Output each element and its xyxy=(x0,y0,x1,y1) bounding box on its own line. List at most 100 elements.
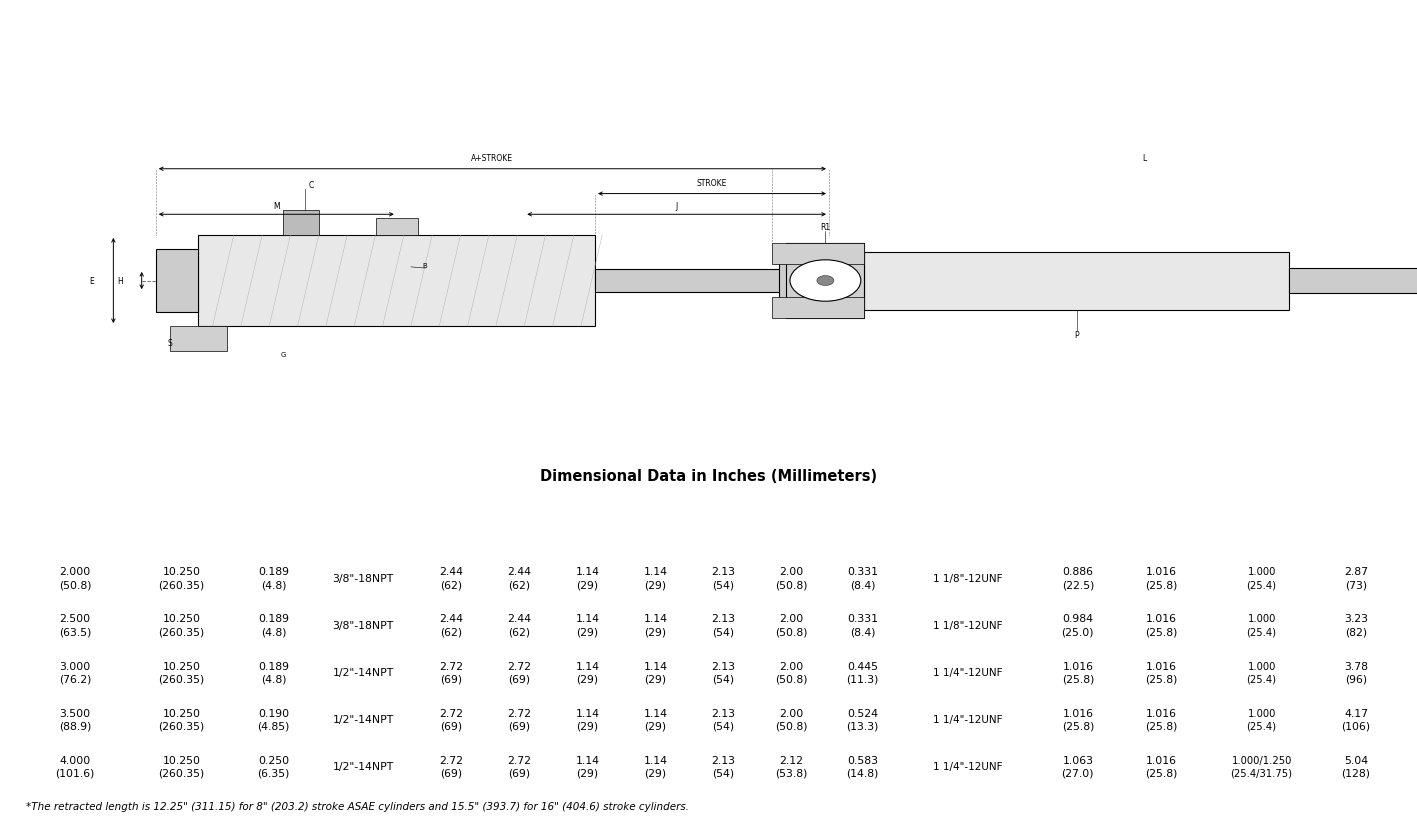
Text: R2: R2 xyxy=(1152,530,1169,543)
Text: 1.14
(29): 1.14 (29) xyxy=(643,755,667,777)
Text: 2.44
(62): 2.44 (62) xyxy=(507,614,531,637)
Circle shape xyxy=(791,261,862,302)
Text: 1 1/4"-12UNF: 1 1/4"-12UNF xyxy=(932,761,1003,772)
Text: 1.14
(29): 1.14 (29) xyxy=(575,614,599,637)
Text: 2.44
(62): 2.44 (62) xyxy=(439,614,463,637)
Bar xyxy=(283,211,319,236)
Text: 1 1/4"-12UNF: 1 1/4"-12UNF xyxy=(932,715,1003,724)
Text: 1.14
(29): 1.14 (29) xyxy=(575,566,599,590)
Text: 0.189
(4.8): 0.189 (4.8) xyxy=(258,661,289,683)
Text: 1.14
(29): 1.14 (29) xyxy=(643,566,667,590)
Text: 2.00
(50.8): 2.00 (50.8) xyxy=(775,614,808,637)
Text: 0.445
(11.3): 0.445 (11.3) xyxy=(846,661,879,683)
Text: 1.000
(25.4): 1.000 (25.4) xyxy=(1247,614,1277,637)
Text: 10.250
(260.35): 10.250 (260.35) xyxy=(159,566,204,590)
Text: 1 1/8"-12UNF: 1 1/8"-12UNF xyxy=(932,573,1003,583)
Text: 10.250
(260.35): 10.250 (260.35) xyxy=(159,661,204,683)
Text: 2.13
(54): 2.13 (54) xyxy=(711,661,735,683)
Circle shape xyxy=(818,276,833,286)
Text: 0.984
(25.0): 0.984 (25.0) xyxy=(1061,614,1094,637)
Text: 1/2"-14NPT: 1/2"-14NPT xyxy=(333,761,394,772)
Text: 1.14
(29): 1.14 (29) xyxy=(575,708,599,730)
Text: 0.524
(13.3): 0.524 (13.3) xyxy=(846,708,879,730)
Text: S: S xyxy=(167,339,173,348)
Text: 0.189
(4.8): 0.189 (4.8) xyxy=(258,614,289,637)
Text: 2.44
(62): 2.44 (62) xyxy=(439,566,463,590)
Text: 2.72
(69): 2.72 (69) xyxy=(439,708,463,730)
Text: 1.000
(25.4): 1.000 (25.4) xyxy=(1247,708,1277,730)
Text: 10.250
(260.35): 10.250 (260.35) xyxy=(159,755,204,777)
Text: *The retracted length is 12.25" (311.15) for 8" (203.2) stroke ASAE cylinders an: *The retracted length is 12.25" (311.15)… xyxy=(26,801,689,810)
Text: 2.13
(54): 2.13 (54) xyxy=(711,755,735,777)
Bar xyxy=(1289,269,1417,294)
Text: 2.00
(50.8): 2.00 (50.8) xyxy=(775,708,808,730)
Text: 1.063
(27.0): 1.063 (27.0) xyxy=(1061,755,1094,777)
Text: 2.72
(69): 2.72 (69) xyxy=(507,755,531,777)
Bar xyxy=(772,244,864,265)
Text: 0.190
(4.85): 0.190 (4.85) xyxy=(258,708,289,730)
Text: 2.72
(69): 2.72 (69) xyxy=(439,661,463,683)
Text: 1.14
(29): 1.14 (29) xyxy=(575,661,599,683)
Bar xyxy=(595,270,794,293)
Text: G: G xyxy=(514,530,524,543)
Text: 2.00
(50.8): 2.00 (50.8) xyxy=(775,661,808,683)
Text: J: J xyxy=(676,202,677,211)
Text: 0.250
(6.35): 0.250 (6.35) xyxy=(258,755,289,777)
Text: 0.189
(4.8): 0.189 (4.8) xyxy=(258,566,289,590)
Text: V: V xyxy=(1352,530,1360,543)
Text: J: J xyxy=(721,530,726,543)
Text: BORE: BORE xyxy=(57,513,94,526)
Text: 3.000
(76.2): 3.000 (76.2) xyxy=(60,661,91,683)
Text: H: H xyxy=(118,277,123,285)
Bar xyxy=(779,256,829,306)
Text: 0.331
(8.4): 0.331 (8.4) xyxy=(847,566,879,590)
Text: 0.331
(8.4): 0.331 (8.4) xyxy=(847,614,879,637)
Text: G: G xyxy=(281,351,286,357)
Text: P: P xyxy=(1074,331,1080,340)
Text: 1/2"-14NPT: 1/2"-14NPT xyxy=(333,715,394,724)
Text: 2.72
(69): 2.72 (69) xyxy=(507,708,531,730)
Text: 4.17
(106): 4.17 (106) xyxy=(1342,708,1370,730)
Text: 2.72
(69): 2.72 (69) xyxy=(507,661,531,683)
Text: 2.72
(69): 2.72 (69) xyxy=(439,755,463,777)
Text: 3.500
(88.9): 3.500 (88.9) xyxy=(60,708,91,730)
Text: 1.000
(25.4): 1.000 (25.4) xyxy=(1247,661,1277,683)
Text: E: E xyxy=(448,530,455,543)
Text: 2.12
(53.8): 2.12 (53.8) xyxy=(775,755,808,777)
Text: S: S xyxy=(1257,530,1265,543)
Text: Q: Q xyxy=(962,530,973,543)
Bar xyxy=(376,219,418,236)
Text: L: L xyxy=(1142,154,1146,163)
Text: M: M xyxy=(273,202,279,211)
Bar xyxy=(198,236,595,327)
Text: 1 1/4"-12UNF: 1 1/4"-12UNF xyxy=(932,667,1003,677)
Text: 10.250
(260.35): 10.250 (260.35) xyxy=(159,708,204,730)
Text: 1.000
(25.4): 1.000 (25.4) xyxy=(1247,566,1277,590)
Bar xyxy=(786,244,864,318)
Text: 3.78
(96): 3.78 (96) xyxy=(1345,661,1367,683)
Bar xyxy=(156,250,198,313)
Text: 0.886
(22.5): 0.886 (22.5) xyxy=(1061,566,1094,590)
Text: 2.00
(50.8): 2.00 (50.8) xyxy=(775,566,808,590)
Text: DIMENSIONS: DIMENSIONS xyxy=(716,495,801,508)
Text: 1.14
(29): 1.14 (29) xyxy=(643,614,667,637)
Text: C: C xyxy=(309,181,315,190)
Text: 1.016
(25.8): 1.016 (25.8) xyxy=(1061,708,1094,730)
Text: 3/8"-18NPT: 3/8"-18NPT xyxy=(333,620,394,630)
Text: 1 1/8"-12UNF: 1 1/8"-12UNF xyxy=(932,620,1003,630)
Text: E: E xyxy=(89,277,95,285)
Text: STROKE: STROKE xyxy=(697,179,727,188)
Text: 2.500
(63.5): 2.500 (63.5) xyxy=(60,614,91,637)
Text: 2.13
(54): 2.13 (54) xyxy=(711,708,735,730)
Text: 2.44
(62): 2.44 (62) xyxy=(507,566,531,590)
Text: 2.000
(50.8): 2.000 (50.8) xyxy=(60,566,91,590)
Text: 1.14
(29): 1.14 (29) xyxy=(575,755,599,777)
Bar xyxy=(170,327,227,351)
Text: 1.14
(29): 1.14 (29) xyxy=(643,708,667,730)
Circle shape xyxy=(808,277,822,285)
Text: I: I xyxy=(653,530,657,543)
Text: 2.13
(54): 2.13 (54) xyxy=(711,614,735,637)
Text: 1.016
(25.8): 1.016 (25.8) xyxy=(1145,566,1178,590)
Text: 1.016
(25.8): 1.016 (25.8) xyxy=(1145,661,1178,683)
Text: 3/8"-18NPT: 3/8"-18NPT xyxy=(333,573,394,583)
